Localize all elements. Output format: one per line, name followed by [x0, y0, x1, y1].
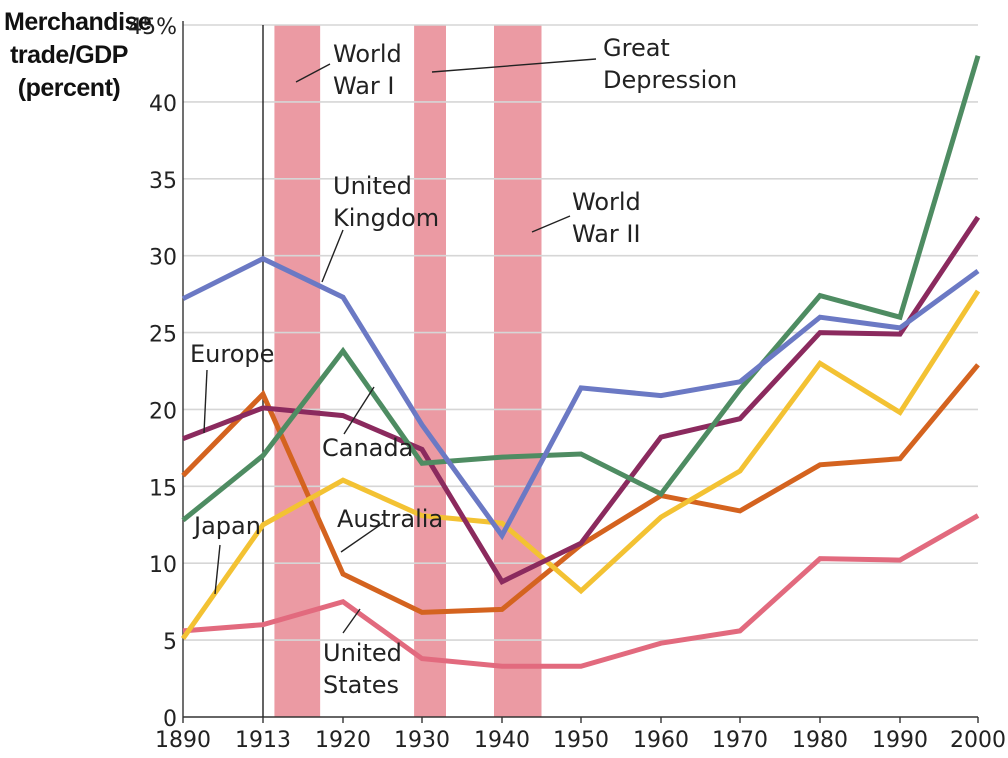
series-line-united-kingdom [181, 255, 980, 541]
label-europe: Europe [190, 340, 274, 368]
label-world-war-ii-line-2: War II [572, 220, 641, 248]
shaded-period-2 [414, 25, 446, 717]
series-line-united-states [182, 513, 980, 669]
label-japan: Japan [192, 512, 261, 540]
y-axis-title: Merchandise trade/GDP (percent) [4, 6, 152, 105]
y-tick-label-5: 5 [163, 630, 177, 655]
y-tick-label-15: 15 [149, 476, 177, 501]
x-tick-label-1990: 1990 [872, 728, 928, 753]
y-tick-label-30: 30 [149, 246, 177, 271]
label-united-kingdom-line-1: United [333, 172, 412, 200]
label-great-depression-line-1: Great [603, 34, 670, 62]
leader-great-depression [431, 58, 597, 73]
y-tick-label-35: 35 [149, 169, 177, 194]
x-tick-label-1960: 1960 [633, 728, 689, 753]
x-tick-label-1940: 1940 [474, 728, 530, 753]
y-tick-label-25: 25 [149, 323, 177, 348]
leader-united-states [342, 608, 361, 634]
leader-australia [340, 522, 384, 553]
label-world-war-i-line-1: World [333, 40, 402, 68]
y-tick-label-10: 10 [149, 553, 177, 578]
label-united-states-line-2: States [323, 671, 399, 699]
shaded-period-1 [274, 25, 321, 717]
label-world-war-ii-line-1: World [572, 188, 641, 216]
label-united-kingdom-line-2: Kingdom [333, 204, 439, 232]
series-line-canada [181, 55, 981, 523]
y-axis-title-line-2: trade/GDP [10, 41, 128, 69]
y-tick-label-20: 20 [149, 399, 177, 424]
y-axis-title-line-1: Merchandise [4, 8, 152, 36]
label-canada: Canada [322, 434, 413, 462]
y-tick-label-40: 40 [149, 92, 177, 117]
x-tick-label-1913: 1913 [235, 728, 291, 753]
label-world-war-i-line-2: War I [333, 72, 394, 100]
x-tick-label-1920: 1920 [315, 728, 371, 753]
leader-world-war-ii [531, 215, 571, 233]
series-line-europe [182, 215, 981, 585]
y-axis-title-line-3: (percent) [17, 74, 121, 102]
y-tick-label-0: 0 [163, 707, 177, 732]
label-australia: Australia [337, 505, 443, 533]
leader-united-kingdom [321, 229, 344, 283]
x-tick-label-1980: 1980 [792, 728, 848, 753]
leader-japan [214, 544, 221, 595]
label-united-states-line-1: United [323, 639, 402, 667]
x-tick-label-1950: 1950 [553, 728, 609, 753]
x-tick-label-1890: 1890 [155, 728, 211, 753]
x-tick-label-1970: 1970 [712, 728, 768, 753]
x-tick-label-1930: 1930 [394, 728, 450, 753]
x-tick-label-2000: 2000 [950, 728, 1006, 753]
leader-europe [203, 369, 208, 434]
label-great-depression-line-2: Depression [603, 66, 737, 94]
y-tick-label-45: 45% [128, 15, 177, 40]
leader-world-war-i [295, 63, 331, 83]
shaded-period-3 [494, 25, 542, 717]
series-line-japan [180, 289, 981, 641]
leader-canada [343, 386, 375, 435]
